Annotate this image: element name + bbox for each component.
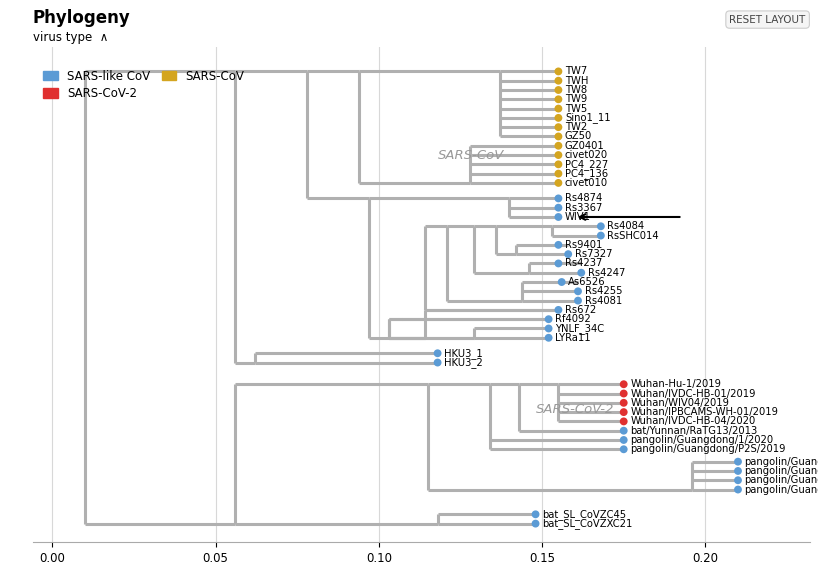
Text: bat_SL_CoVZC45: bat_SL_CoVZC45 <box>542 509 627 520</box>
Text: Rs7327: Rs7327 <box>575 249 612 259</box>
Text: Rs9401: Rs9401 <box>565 240 602 250</box>
Text: bat/Yunnan/RaTG13/2013: bat/Yunnan/RaTG13/2013 <box>630 426 757 436</box>
Point <box>562 250 575 259</box>
Point <box>617 445 630 454</box>
Point <box>731 457 744 466</box>
Point <box>572 296 585 305</box>
Point <box>552 67 565 76</box>
Point <box>542 333 555 342</box>
Text: Wuhan/IVDC-HB-01/2019: Wuhan/IVDC-HB-01/2019 <box>630 388 756 399</box>
Point <box>617 380 630 389</box>
Point <box>552 85 565 94</box>
Text: WIV1: WIV1 <box>565 212 591 222</box>
Point <box>555 278 569 287</box>
Point <box>552 160 565 169</box>
Text: Rs4237: Rs4237 <box>565 258 602 268</box>
Point <box>431 349 444 358</box>
Text: civet010: civet010 <box>565 178 608 188</box>
Text: GZ0401: GZ0401 <box>565 141 605 151</box>
Point <box>552 122 565 132</box>
Point <box>617 436 630 445</box>
Text: YNLF_34C: YNLF_34C <box>555 323 605 334</box>
Legend: SARS-like CoV, SARS-CoV-2, SARS-CoV: SARS-like CoV, SARS-CoV-2, SARS-CoV <box>38 65 249 105</box>
Point <box>529 519 542 528</box>
Point <box>617 426 630 436</box>
Text: TW5: TW5 <box>565 104 587 114</box>
Text: pangolin/Guangdong/1/2020: pangolin/Guangdong/1/2020 <box>630 435 773 445</box>
Text: TW8: TW8 <box>565 85 587 95</box>
Point <box>552 194 565 203</box>
Point <box>572 287 585 296</box>
Text: pangolin/Guangxi/P1E/: pangolin/Guangxi/P1E/ <box>744 484 818 494</box>
Point <box>552 141 565 150</box>
Point <box>431 358 444 367</box>
Point <box>731 485 744 494</box>
Point <box>552 203 565 212</box>
Text: TW7: TW7 <box>565 66 587 76</box>
Text: LYRa11: LYRa11 <box>555 333 591 343</box>
Text: HKU3_2: HKU3_2 <box>444 357 483 368</box>
Point <box>617 417 630 426</box>
Point <box>552 259 565 268</box>
Point <box>552 76 565 85</box>
Point <box>542 324 555 333</box>
Point <box>552 169 565 178</box>
Text: Rf4092: Rf4092 <box>555 314 591 324</box>
Text: civet020: civet020 <box>565 150 608 160</box>
Text: Rs4081: Rs4081 <box>585 296 622 305</box>
Text: virus type  ∧: virus type ∧ <box>33 31 108 44</box>
Text: Rs3367: Rs3367 <box>565 203 602 213</box>
Point <box>595 222 608 231</box>
Point <box>552 305 565 315</box>
Text: SARS-CoV-2: SARS-CoV-2 <box>536 402 614 416</box>
Text: pangolin/Guangxi/P5E/: pangolin/Guangxi/P5E/ <box>744 456 818 466</box>
Text: Rs4247: Rs4247 <box>588 268 625 278</box>
Text: pangolin/Guangdong/P2S/2019: pangolin/Guangdong/P2S/2019 <box>630 444 786 454</box>
Text: Rs4874: Rs4874 <box>565 194 602 203</box>
Point <box>552 132 565 141</box>
Text: Wuhan/WIV04/2019: Wuhan/WIV04/2019 <box>630 398 729 408</box>
Text: As6526: As6526 <box>569 277 606 287</box>
Text: Rs4255: Rs4255 <box>585 286 622 296</box>
Text: Rs672: Rs672 <box>565 305 596 315</box>
Text: GZ50: GZ50 <box>565 131 592 142</box>
Point <box>617 389 630 398</box>
Text: Wuhan-Hu-1/2019: Wuhan-Hu-1/2019 <box>630 379 721 389</box>
Point <box>617 408 630 417</box>
Point <box>552 150 565 160</box>
Text: pangolin/Guangxi/P5L/: pangolin/Guangxi/P5L/ <box>744 475 818 485</box>
Text: PC4_227: PC4_227 <box>565 159 609 170</box>
Text: pangolin/Guangxi/P4L/: pangolin/Guangxi/P4L/ <box>744 466 818 476</box>
Point <box>552 113 565 122</box>
Point <box>542 315 555 324</box>
Text: Sino1_11: Sino1_11 <box>565 113 610 124</box>
Point <box>552 212 565 222</box>
Point <box>552 104 565 113</box>
Point <box>552 178 565 188</box>
Text: Rs4084: Rs4084 <box>608 222 645 231</box>
Point <box>575 268 588 278</box>
Text: Wuhan/IPBCAMS-WH-01/2019: Wuhan/IPBCAMS-WH-01/2019 <box>630 407 778 417</box>
Text: TWH: TWH <box>565 76 588 86</box>
Text: TW2: TW2 <box>565 122 587 132</box>
Text: bat_SL_CoVZXC21: bat_SL_CoVZXC21 <box>542 518 632 529</box>
Point <box>731 466 744 476</box>
Text: TW9: TW9 <box>565 94 587 104</box>
Point <box>595 231 608 240</box>
Text: HKU3_1: HKU3_1 <box>444 348 483 359</box>
Text: RESET LAYOUT: RESET LAYOUT <box>730 15 806 24</box>
Text: PC4_136: PC4_136 <box>565 168 608 179</box>
Point <box>552 240 565 250</box>
Point <box>529 510 542 519</box>
Text: Wuhan/IVDC-HB-04/2020: Wuhan/IVDC-HB-04/2020 <box>630 416 756 426</box>
Text: SARS-CoV: SARS-CoV <box>438 149 504 161</box>
Point <box>617 398 630 408</box>
Text: RsSHC014: RsSHC014 <box>608 230 659 241</box>
Point <box>552 94 565 104</box>
Text: Phylogeny: Phylogeny <box>33 9 130 27</box>
Point <box>731 476 744 485</box>
